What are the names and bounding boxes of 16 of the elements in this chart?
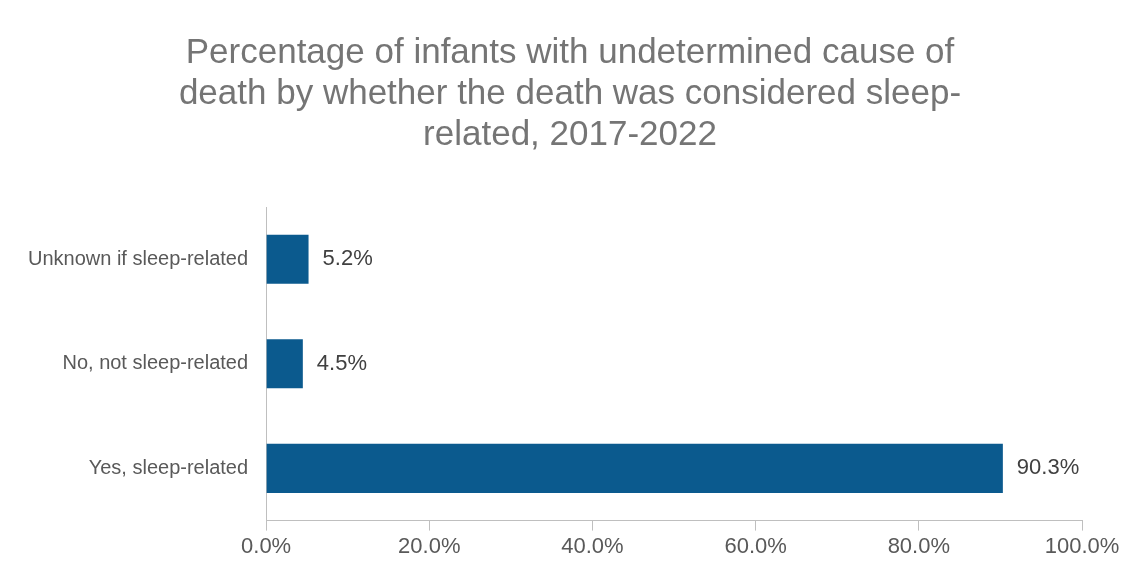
x-tick-label: 40.0% (561, 532, 624, 558)
y-tick-label: Unknown if sleep-related (27, 246, 249, 269)
y-tick-label: Yes, sleep-related (88, 455, 249, 478)
bar (266, 234, 309, 284)
x-tick-label: 0.0% (241, 532, 292, 558)
x-tick-label: 60.0% (724, 532, 787, 558)
chart-title: Percentage of infants with undetermined cause of death by whether the death was considered sleep-related, 2017-2022 (177, 30, 963, 153)
data-label: 5.2% (322, 245, 373, 271)
bar (266, 339, 303, 389)
y-tick-label: No, not sleep-related (62, 351, 249, 374)
x-tick-label: 80.0% (887, 532, 951, 558)
x-tick-label: 20.0% (398, 532, 461, 558)
x-tick-label: 100.0% (1044, 532, 1120, 558)
data-label: 4.5% (316, 349, 367, 375)
data-label: 90.3% (1016, 454, 1080, 480)
bar (266, 443, 1003, 493)
